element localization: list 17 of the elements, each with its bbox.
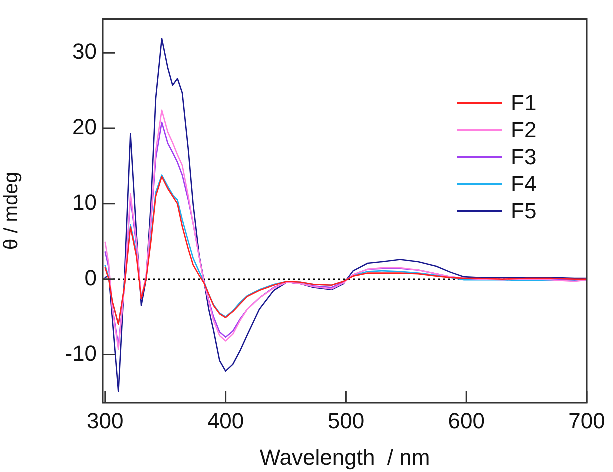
x-tick-label: 300	[87, 408, 124, 434]
y-tick-label: 10	[72, 190, 97, 215]
legend-label: F4	[511, 171, 537, 196]
y-tick-label: -10	[65, 340, 97, 366]
x-tick-label: 700	[568, 408, 606, 434]
legend-label: F1	[511, 90, 537, 116]
x-tick-label: 600	[448, 408, 485, 434]
x-tick-label: 500	[328, 408, 365, 434]
y-tick-label: 30	[72, 39, 97, 64]
x-axis-title: Wavelength / nm	[260, 444, 430, 470]
y-tick-label: 0	[84, 265, 97, 290]
legend-label: F5	[511, 198, 537, 224]
legend-label: F2	[511, 117, 537, 142]
legend-label: F3	[511, 144, 537, 170]
x-tick-label: 400	[207, 408, 244, 434]
y-tick-label: 20	[72, 114, 97, 140]
y-axis-title: θ / mdeg	[0, 172, 23, 250]
